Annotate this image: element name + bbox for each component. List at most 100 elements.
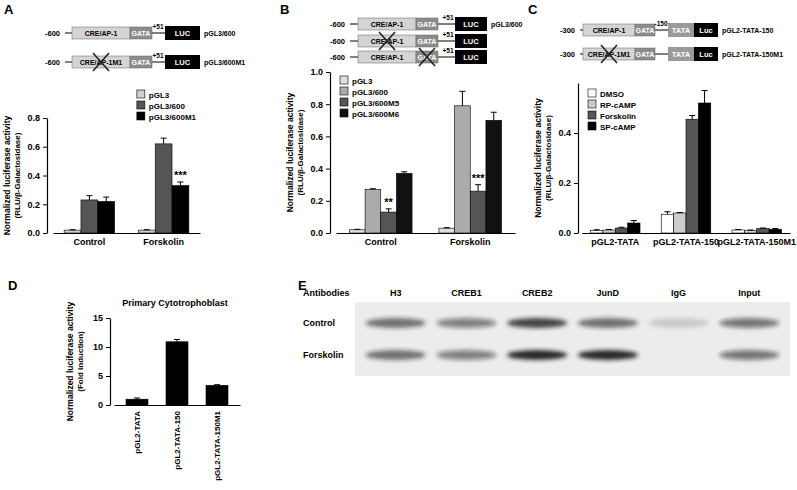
y-axis-line xyxy=(47,119,48,234)
y-tick-mark xyxy=(326,233,330,234)
y-tick: 1.0 xyxy=(310,67,330,77)
lane-label: CREB2 xyxy=(522,288,553,298)
reporter-label: LUC xyxy=(463,53,479,62)
construct-start: -600 xyxy=(45,29,60,38)
lane-label: CREB1 xyxy=(451,288,482,298)
x-tick-label: Forskolin xyxy=(450,237,491,247)
y-tick-label: 0.2 xyxy=(310,196,323,206)
blot-band xyxy=(436,350,496,360)
bar xyxy=(98,201,115,233)
blot-header: Antibodies xyxy=(303,288,350,298)
x-tick-label: pGL2-TATA-150 xyxy=(653,237,719,247)
x-tick-label: pGL2-TATA-150 xyxy=(173,410,182,469)
y-tick: 0.6 xyxy=(27,142,47,152)
reporter-label: Luc xyxy=(699,50,712,59)
x-tick-label: pGL2-TATA xyxy=(133,411,142,454)
construct-name: pGL2-TATA-150 xyxy=(722,27,773,35)
bar xyxy=(138,230,155,233)
reporter-box xyxy=(694,23,718,37)
error-bar xyxy=(664,212,670,215)
y-tick: 0 xyxy=(98,400,110,410)
reporter-box xyxy=(165,26,200,40)
error-bar xyxy=(144,229,150,230)
y-tick-label: 5 xyxy=(98,371,103,381)
bar xyxy=(698,103,710,233)
mutation-cross xyxy=(601,45,617,63)
lane-label: JunD xyxy=(597,288,620,298)
bar xyxy=(470,191,486,233)
lane-label: Input xyxy=(738,288,760,298)
legend-item: SP-cAMP xyxy=(588,122,636,132)
error-bar xyxy=(70,229,76,230)
legend-item: pGL3 xyxy=(137,90,170,100)
plot-marks xyxy=(590,91,781,234)
error-bar xyxy=(491,112,497,120)
legend-label: pGL3/600 xyxy=(352,88,389,97)
x-axis-line xyxy=(337,233,516,234)
promoter-element xyxy=(130,27,152,39)
blot-band xyxy=(366,350,426,360)
y-tick-mark xyxy=(106,347,110,348)
y-tick-mark xyxy=(43,204,47,205)
promoter-element xyxy=(583,24,635,36)
y-tick-label: 0.0 xyxy=(558,228,571,238)
y-tick-mark xyxy=(106,405,110,406)
y-tick: 0.4 xyxy=(27,171,47,181)
blot-band xyxy=(578,318,638,328)
construct-start: -600 xyxy=(45,58,60,67)
y-tick-label: 0.8 xyxy=(310,100,323,110)
blot-band xyxy=(649,350,709,360)
legend-swatch xyxy=(588,122,596,130)
legend-swatch xyxy=(340,109,348,117)
legend-swatch xyxy=(340,87,348,95)
y-tick: 0.4 xyxy=(310,164,330,174)
legend-label: DMSO xyxy=(600,90,624,99)
blot-band xyxy=(436,318,496,328)
construct-end: +51 xyxy=(152,23,163,30)
reporter-label: TATA xyxy=(672,50,691,59)
panel-label: A xyxy=(4,2,14,17)
legend-swatch xyxy=(588,111,596,119)
y-tick-label: 0.6 xyxy=(27,142,40,152)
error-bar xyxy=(475,185,481,191)
y-tick: 0.8 xyxy=(27,113,47,123)
blot-band xyxy=(366,318,426,328)
chart-panel: 0.00.20.40.60.8ControlForskolinNormalize… xyxy=(2,90,201,247)
promoter-element-label: CRE/AP-1 xyxy=(593,27,626,34)
y-tick-label: 1.0 xyxy=(310,67,323,77)
y-tick: 0.4 xyxy=(558,128,578,138)
x-tick: Control xyxy=(73,233,105,247)
construct-name: pGL2-TATA-150M1 xyxy=(722,51,783,59)
construct-start: -600 xyxy=(330,37,345,46)
y-tick: 0.2 xyxy=(310,196,330,206)
legend-label: pGL3/600 xyxy=(149,102,186,111)
y-axis-title: Normalized luciferase activity xyxy=(65,301,75,421)
bar xyxy=(166,342,188,405)
x-tick: pGL2-TATA-150 xyxy=(173,405,182,470)
y-tick-mark xyxy=(43,233,47,234)
bar xyxy=(590,231,602,234)
legend-swatch xyxy=(588,100,596,108)
x-tick-label: Forskolin xyxy=(143,237,184,247)
reporter-box xyxy=(455,34,487,48)
y-tick: 0.0 xyxy=(558,228,578,238)
y-axis: 0.00.20.4 xyxy=(558,84,578,239)
blot-band xyxy=(719,350,779,360)
error-bar xyxy=(677,212,683,214)
y-tick: 10 xyxy=(93,342,110,352)
reporter-label: Luc xyxy=(699,26,712,35)
error-bar xyxy=(161,138,167,144)
x-axis-line xyxy=(115,405,241,406)
y-axis-title: (RLU/β-Galactosidase) xyxy=(13,132,22,218)
y-axis: 0.00.20.40.60.81.0 xyxy=(310,67,330,238)
construct-name: pGL3/600M1 xyxy=(204,59,245,67)
chart-title: Primary Cytotrophoblast xyxy=(122,298,228,308)
plot-marks xyxy=(64,138,189,233)
construct-start: -300 xyxy=(560,50,575,59)
bar xyxy=(126,399,148,405)
bar xyxy=(744,231,756,234)
error-bar xyxy=(354,229,360,230)
x-tick-label: Control xyxy=(365,237,397,247)
construct-diagram: -300CRE/AP-1GATA-150TATALucpGL2-TATA-150… xyxy=(560,20,783,63)
lane-label: H3 xyxy=(390,288,402,298)
